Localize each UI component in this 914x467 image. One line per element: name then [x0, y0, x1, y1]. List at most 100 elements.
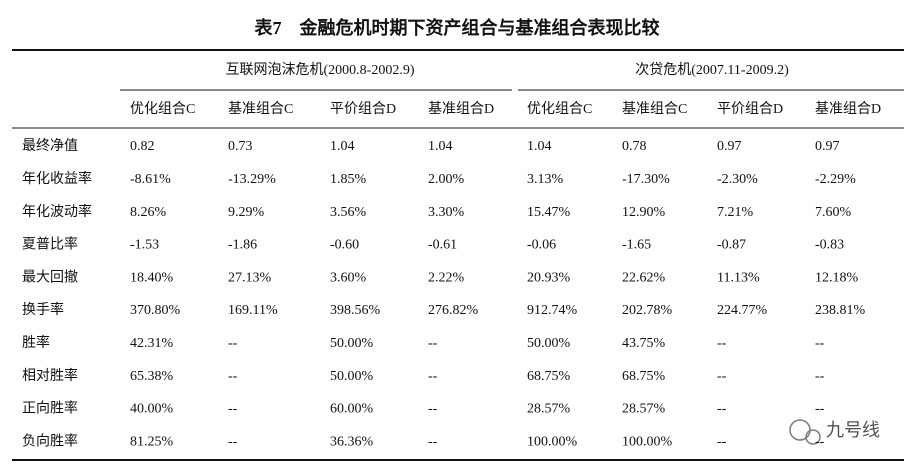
cell: 0.82: [130, 139, 155, 154]
cell: 0.78: [622, 139, 647, 154]
cell: 22.62%: [622, 270, 666, 285]
cell: 224.77%: [717, 303, 768, 318]
cell: --: [228, 336, 238, 351]
row-label: 相对胜率: [22, 367, 78, 384]
cell: 11.13%: [717, 270, 760, 285]
cell: 238.81%: [815, 303, 866, 318]
cell: --: [815, 369, 825, 384]
group-header: 次贷危机(2007.11-2009.2): [635, 62, 789, 78]
cell: 43.75%: [622, 336, 666, 351]
cell: -0.87: [717, 238, 746, 253]
cell: 398.56%: [330, 303, 381, 318]
cell: --: [228, 434, 238, 449]
cell: 68.75%: [622, 369, 666, 384]
cell: -0.83: [815, 238, 844, 253]
cell: 100.00%: [527, 434, 578, 449]
cell: -1.86: [228, 238, 257, 253]
cell: 3.30%: [428, 205, 465, 220]
column-header: 优化组合C: [130, 101, 195, 117]
cell: 28.57%: [622, 402, 666, 417]
cell: 65.38%: [130, 369, 174, 384]
cell: -13.29%: [228, 172, 276, 187]
cell: --: [815, 402, 825, 417]
cell: --: [717, 434, 727, 449]
cell: 0.97: [717, 139, 742, 154]
cell: 276.82%: [428, 303, 479, 318]
cell: -0.06: [527, 238, 556, 253]
cell: --: [815, 336, 825, 351]
cell: 169.11%: [228, 303, 278, 318]
cell: 40.00%: [130, 402, 174, 417]
cell: 0.97: [815, 139, 840, 154]
cell: 912.74%: [527, 303, 578, 318]
cell: 0.73: [228, 139, 253, 154]
cell: 28.57%: [527, 402, 571, 417]
cell: 18.40%: [130, 270, 174, 285]
cell: --: [428, 402, 438, 417]
cell: 60.00%: [330, 402, 374, 417]
cell: --: [428, 336, 438, 351]
cell: 36.36%: [330, 434, 374, 449]
cell: -2.30%: [717, 172, 758, 187]
cell: --: [228, 369, 238, 384]
cell: -1.53: [130, 238, 159, 253]
column-header: 基准组合D: [428, 100, 494, 117]
column-header: 优化组合C: [527, 101, 592, 117]
cell: 9.29%: [228, 205, 265, 220]
cell: 2.00%: [428, 172, 465, 187]
cell: 1.04: [527, 139, 552, 154]
column-header: 平价组合D: [717, 101, 783, 117]
cell: 42.31%: [130, 336, 174, 351]
cell: 68.75%: [527, 369, 571, 384]
cell: -8.61%: [130, 172, 171, 187]
cell: 12.90%: [622, 205, 666, 220]
row-label: 最终净值: [22, 138, 78, 154]
cell: 15.47%: [527, 205, 571, 220]
cell: 3.60%: [330, 270, 367, 285]
cell: --: [717, 336, 727, 351]
cell: -17.30%: [622, 172, 670, 187]
cell: 3.13%: [527, 172, 564, 187]
cell: --: [717, 369, 727, 384]
cell: -0.60: [330, 238, 359, 253]
cell: --: [815, 434, 825, 449]
column-header: 平价组合D: [330, 101, 396, 117]
row-label: 换手率: [22, 301, 64, 318]
cell: --: [428, 434, 438, 449]
cell: -1.65: [622, 238, 651, 253]
cell: 7.60%: [815, 205, 852, 220]
cell: 2.22%: [428, 270, 465, 285]
row-label: 年化收益率: [22, 170, 92, 187]
cell: 100.00%: [622, 434, 673, 449]
row-label: 胜率: [22, 334, 50, 351]
cell: 1.85%: [330, 172, 367, 187]
cell: 27.13%: [228, 270, 272, 285]
cell: 20.93%: [527, 270, 571, 285]
cell: 81.25%: [130, 434, 174, 449]
column-header: 基准组合C: [622, 100, 687, 117]
column-header: 基准组合D: [815, 100, 881, 117]
cell: 50.00%: [330, 336, 374, 351]
cell: 1.04: [428, 139, 453, 154]
watermark-text: 九号线: [826, 420, 880, 440]
row-label: 夏普比率: [22, 236, 78, 253]
cell: 3.56%: [330, 205, 367, 220]
cell: --: [717, 402, 727, 417]
cell: --: [228, 402, 238, 417]
cell: 1.04: [330, 139, 355, 154]
row-label: 最大回撤: [22, 269, 78, 285]
column-header: 基准组合C: [228, 100, 293, 117]
cell: -2.29%: [815, 172, 856, 187]
cell: 202.78%: [622, 303, 673, 318]
watermark: 九号线: [789, 419, 880, 445]
cell: 7.21%: [717, 205, 754, 220]
group-header: 互联网泡沫危机(2000.8-2002.9): [226, 62, 415, 78]
row-label: 年化波动率: [22, 203, 92, 220]
row-label: 负向胜率: [22, 432, 78, 449]
cell: 50.00%: [527, 336, 571, 351]
cell: 12.18%: [815, 270, 859, 285]
cell: 8.26%: [130, 205, 167, 220]
row-label: 正向胜率: [22, 400, 78, 417]
